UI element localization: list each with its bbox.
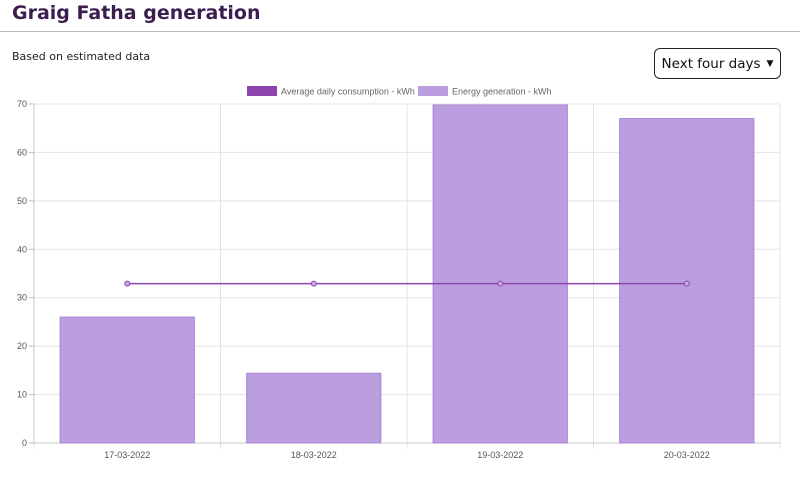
title-divider xyxy=(0,31,800,32)
consumption-point xyxy=(310,280,317,287)
period-dropdown[interactable]: Next four days ▼ xyxy=(654,48,781,79)
x-tick-label: 18-03-2022 xyxy=(291,450,337,460)
x-tick-label: 19-03-2022 xyxy=(477,450,523,460)
y-tick-label: 40 xyxy=(17,244,27,254)
page-title: Graig Fatha generation xyxy=(12,2,261,24)
x-tick-label: 17-03-2022 xyxy=(104,450,150,460)
period-dropdown-label: Next four days xyxy=(661,55,761,72)
consumption-point xyxy=(683,280,690,287)
legend-swatch-generation[interactable] xyxy=(418,86,448,96)
caret-down-icon: ▼ xyxy=(766,58,774,69)
consumption-point xyxy=(124,280,131,287)
y-tick-label: 30 xyxy=(17,293,27,303)
legend-label-consumption[interactable]: Average daily consumption - kWh xyxy=(281,87,415,97)
y-tick-label: 0 xyxy=(22,438,27,448)
generation-bar xyxy=(246,372,382,444)
consumption-point xyxy=(497,280,504,287)
x-tick-label: 20-03-2022 xyxy=(664,450,710,460)
legend-label-generation[interactable]: Energy generation - kWh xyxy=(452,87,552,97)
y-tick-label: 60 xyxy=(17,147,27,157)
generation-bar xyxy=(432,104,568,444)
y-tick-label: 10 xyxy=(17,390,27,400)
y-tick-label: 50 xyxy=(17,196,27,206)
data-source-note: Based on estimated data xyxy=(12,50,151,63)
legend-swatch-consumption[interactable] xyxy=(247,86,277,96)
y-tick-label: 20 xyxy=(17,341,27,351)
y-tick-label: 70 xyxy=(17,99,27,109)
generation-bar xyxy=(59,316,195,444)
